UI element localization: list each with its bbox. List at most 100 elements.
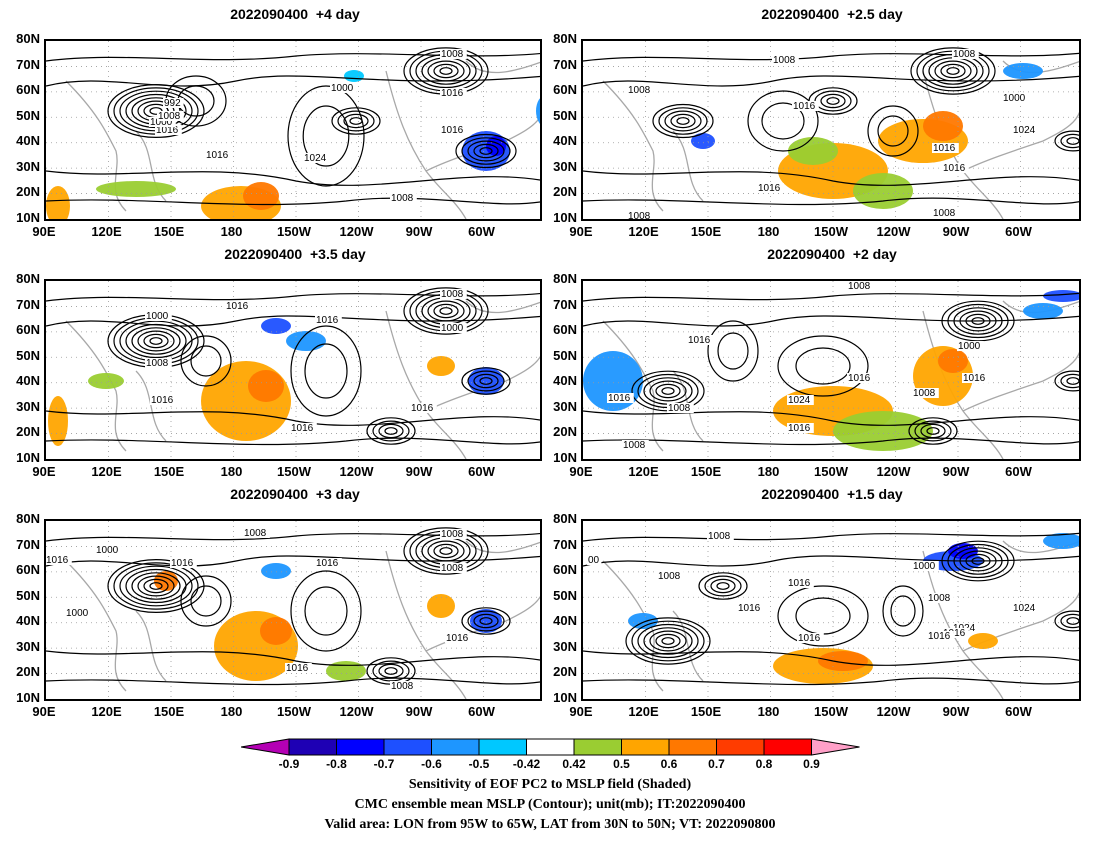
contour-line bbox=[583, 532, 1079, 542]
contour-label: 1008 bbox=[707, 531, 734, 542]
contour-label: 1000 bbox=[145, 311, 172, 322]
contour-label: 1016 bbox=[847, 373, 874, 384]
low-pressure-contour bbox=[479, 377, 493, 385]
lat-tick-label: 80N bbox=[16, 271, 40, 286]
low-pressure-contour bbox=[953, 547, 1003, 575]
svg-text:1008: 1008 bbox=[933, 208, 956, 219]
svg-text:1016: 1016 bbox=[688, 335, 711, 346]
contour-label: 1008 bbox=[952, 49, 979, 60]
svg-text:1008: 1008 bbox=[391, 681, 414, 692]
shaded-region bbox=[788, 137, 838, 165]
low-pressure-contour bbox=[439, 547, 453, 555]
colorbar-segment bbox=[383, 738, 432, 756]
panel-title-3: 2022090400 +3.5 day bbox=[224, 246, 366, 262]
sensitivity-shading bbox=[46, 70, 540, 219]
low-pressure-contour bbox=[473, 373, 499, 389]
low-pressure-contour bbox=[439, 307, 453, 315]
lon-tick-label: 150W bbox=[814, 464, 848, 479]
contour-line bbox=[46, 650, 540, 666]
low-pressure-contour bbox=[137, 330, 175, 352]
contour-label: 1016 bbox=[290, 423, 317, 434]
contour-label: 1008 bbox=[912, 388, 939, 399]
svg-text:1008: 1008 bbox=[623, 440, 646, 451]
low-pressure-contour bbox=[664, 110, 702, 132]
lat-tick-label: 30N bbox=[553, 398, 577, 414]
low-pressure-contour bbox=[959, 550, 997, 572]
colorbar-segment bbox=[478, 738, 527, 756]
low-pressure-contour bbox=[947, 543, 1009, 579]
colorbar-segment bbox=[668, 738, 717, 756]
low-pressure-contour bbox=[421, 57, 471, 85]
low-pressure-contour bbox=[971, 317, 985, 325]
contour-label: 1016 bbox=[787, 423, 814, 434]
map-panel-3: 1000 1016 1008 1016 1016 1008 1000 1016 1016 bbox=[44, 279, 542, 461]
shaded-region bbox=[248, 370, 284, 402]
high-pressure-contour bbox=[180, 575, 232, 627]
svg-text:1016: 1016 bbox=[46, 555, 69, 566]
high-pressure-contour bbox=[795, 597, 851, 635]
lon-tick-label: 60W bbox=[468, 224, 495, 239]
grid-lines bbox=[46, 41, 540, 219]
contour-label: 1016 bbox=[797, 633, 824, 644]
lat-tick-label: 30N bbox=[553, 158, 577, 174]
lat-tick-label: 10N bbox=[16, 209, 40, 225]
lon-tick-label: 90E bbox=[569, 704, 593, 719]
colorbar bbox=[241, 738, 860, 756]
lat-tick-label: 20N bbox=[553, 184, 577, 199]
colorbar-tick-label: 0.9 bbox=[803, 757, 820, 771]
low-pressure-contour bbox=[461, 137, 511, 165]
contour-label: 1000 bbox=[957, 341, 984, 352]
svg-text:1016: 1016 bbox=[788, 578, 811, 589]
svg-text:1016: 1016 bbox=[411, 403, 434, 414]
low-pressure-contour bbox=[698, 572, 748, 600]
svg-text:992: 992 bbox=[164, 98, 181, 109]
lat-tick-label: 60N bbox=[553, 562, 577, 577]
lon-tick-label: 180 bbox=[757, 704, 780, 719]
low-pressure-contour bbox=[926, 427, 940, 435]
mslp-contours bbox=[583, 532, 1079, 686]
lon-tick-label: 180 bbox=[757, 224, 780, 239]
svg-text:1000: 1000 bbox=[913, 561, 936, 572]
svg-text:00: 00 bbox=[588, 555, 600, 566]
high-pressure-contour bbox=[290, 325, 362, 417]
contour-label: 1016 bbox=[607, 393, 634, 404]
colorbar-segment bbox=[716, 738, 765, 756]
svg-text:1016: 1016 bbox=[226, 301, 249, 312]
mslp-contours bbox=[583, 292, 1079, 446]
contour-label: 1016 bbox=[155, 125, 182, 136]
lon-tick-label: 60W bbox=[468, 464, 495, 479]
shaded-region bbox=[48, 396, 68, 446]
lon-tick-label: 120W bbox=[876, 224, 911, 239]
low-pressure-contour bbox=[637, 623, 699, 659]
contour-line bbox=[46, 170, 540, 186]
lon-tick-label: 90E bbox=[32, 464, 56, 479]
low-pressure-contour bbox=[820, 93, 846, 109]
lat-tick-label: 80N bbox=[16, 511, 40, 526]
low-pressure-contour bbox=[649, 380, 687, 402]
svg-text:1008: 1008 bbox=[928, 593, 951, 604]
lat-tick-label: 50N bbox=[16, 107, 40, 123]
sensitivity-shading bbox=[628, 533, 1079, 684]
contour-line bbox=[583, 437, 1079, 446]
contour-label: 1024 bbox=[1012, 125, 1039, 136]
low-pressure-contour bbox=[934, 60, 972, 82]
contour-label: 1016 bbox=[687, 335, 714, 346]
colorbar-tick-label: 0.8 bbox=[755, 757, 773, 771]
svg-text:1016: 1016 bbox=[156, 125, 179, 136]
low-pressure-contour bbox=[384, 427, 398, 435]
shaded-region bbox=[818, 651, 868, 671]
lon-tick-label: 60W bbox=[468, 704, 495, 719]
colorbar-tick-label: 0.5 bbox=[613, 757, 630, 771]
contour-label: 1008 bbox=[927, 593, 954, 604]
grid-lines bbox=[583, 41, 1079, 219]
high-pressure-contour bbox=[302, 105, 350, 167]
shaded-region bbox=[968, 633, 998, 649]
lat-tick-label: 60N bbox=[553, 82, 577, 97]
lat-tick-label: 20N bbox=[16, 424, 40, 439]
mslp-contours bbox=[46, 47, 540, 206]
svg-text:1008: 1008 bbox=[244, 528, 267, 539]
lon-tick-label: 150E bbox=[690, 704, 722, 719]
lon-tick-label: 120E bbox=[91, 704, 122, 719]
contour-label: 1016 bbox=[440, 88, 467, 99]
